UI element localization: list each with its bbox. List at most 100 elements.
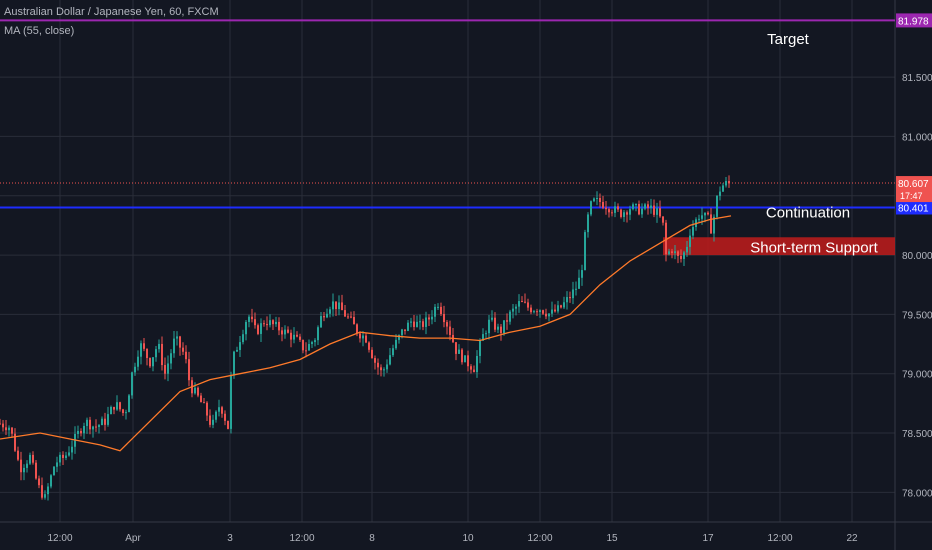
y-tick-label: 81.000: [902, 132, 932, 143]
candle-body: [425, 317, 427, 327]
candle-body: [14, 433, 16, 451]
candle-body: [710, 214, 712, 234]
candle-body: [386, 364, 388, 370]
price-axis[interactable]: 78.00078.50079.00079.50080.00080.50081.0…: [896, 13, 932, 499]
candle-body: [641, 208, 643, 215]
candle-body: [119, 402, 121, 410]
candle-body: [614, 206, 616, 213]
candle-body: [575, 288, 577, 290]
candle-body: [404, 329, 406, 331]
candle-body: [446, 322, 448, 327]
candle-body: [311, 342, 313, 345]
candle-body: [209, 415, 211, 425]
candle-body: [686, 246, 688, 253]
y-tick-label: 78.500: [902, 429, 932, 440]
y-tick-label: 78.000: [902, 488, 932, 499]
continuation-price-tag: [896, 200, 932, 215]
x-tick-label: 12:00: [289, 533, 314, 544]
candle-body: [248, 316, 250, 322]
candle-body: [482, 334, 484, 341]
candle-body: [602, 201, 604, 208]
candle-body: [599, 197, 601, 202]
candle-body: [350, 316, 352, 318]
candle-body: [536, 311, 538, 313]
continuation-annotation: Continuation: [766, 204, 850, 221]
candle-body: [422, 321, 424, 327]
candle-body: [212, 419, 214, 425]
candle-body: [473, 369, 475, 373]
candle-body: [497, 326, 499, 330]
candle-body: [707, 212, 709, 215]
candle-body: [341, 302, 343, 311]
candle-body: [569, 297, 571, 299]
candle-body: [233, 351, 235, 376]
time-axis[interactable]: 12:00 Apr 3 12:00 8 10 12:00 15 17 12:00 22: [47, 533, 858, 544]
candle-body: [290, 332, 292, 340]
candle-body: [659, 208, 661, 217]
candle-body: [512, 308, 514, 312]
candle-body: [722, 185, 724, 192]
candle-body: [392, 348, 394, 356]
candle-body: [503, 320, 505, 334]
candle-body: [323, 316, 325, 318]
candle-body: [44, 494, 46, 498]
candle-body: [428, 317, 430, 320]
candle-body: [287, 329, 289, 333]
candle-body: [176, 336, 178, 339]
candle-body: [71, 446, 73, 453]
candle-body: [185, 351, 187, 360]
candle-body: [689, 235, 691, 247]
candle-body: [2, 423, 4, 428]
candle-body: [101, 418, 103, 426]
candle-body: [173, 338, 175, 354]
candle-body: [719, 191, 721, 196]
last-price-label: 80.607: [898, 179, 929, 190]
candle-body: [545, 313, 547, 317]
candle-body: [338, 302, 340, 310]
candle-body: [335, 301, 337, 310]
candle-body: [92, 426, 94, 430]
candle-body: [464, 355, 466, 363]
candle-body: [26, 463, 28, 468]
candle-body: [551, 309, 553, 314]
candle-body: [218, 407, 220, 412]
candle-body: [308, 344, 310, 351]
x-tick-label: 8: [369, 533, 375, 544]
candle-body: [728, 181, 730, 184]
candle-body: [461, 349, 463, 363]
candle-body: [317, 327, 319, 341]
candle-body: [260, 323, 262, 334]
candle-body: [83, 425, 85, 434]
x-tick-label: 12:00: [527, 533, 552, 544]
candle-body: [416, 321, 418, 327]
candle-body: [11, 427, 13, 434]
candle-body: [539, 310, 541, 313]
candle-body: [653, 205, 655, 215]
candle-body: [632, 204, 634, 210]
candle-body: [671, 251, 673, 253]
moving-average: [0, 215, 732, 452]
candle-body: [305, 350, 307, 352]
candle-body: [152, 357, 154, 367]
last-price-tag: [896, 176, 932, 203]
candle-body: [533, 311, 535, 313]
candle-body: [77, 430, 79, 434]
candle-body: [629, 209, 631, 215]
candle-body: [500, 326, 502, 334]
candle-body: [182, 347, 184, 352]
candle-body: [608, 209, 610, 213]
candle-body: [155, 349, 157, 358]
candle-body: [353, 317, 355, 325]
candle-body: [548, 313, 550, 317]
candle-body: [314, 340, 316, 343]
candle-body: [47, 486, 49, 495]
candle-body: [572, 289, 574, 299]
candle-body: [95, 426, 97, 428]
candle-body: [437, 306, 439, 308]
candle-body: [221, 407, 223, 414]
x-tick-label: 10: [462, 533, 474, 544]
candle-body: [725, 181, 727, 186]
candle-body: [692, 227, 694, 236]
candle-body: [434, 306, 436, 317]
